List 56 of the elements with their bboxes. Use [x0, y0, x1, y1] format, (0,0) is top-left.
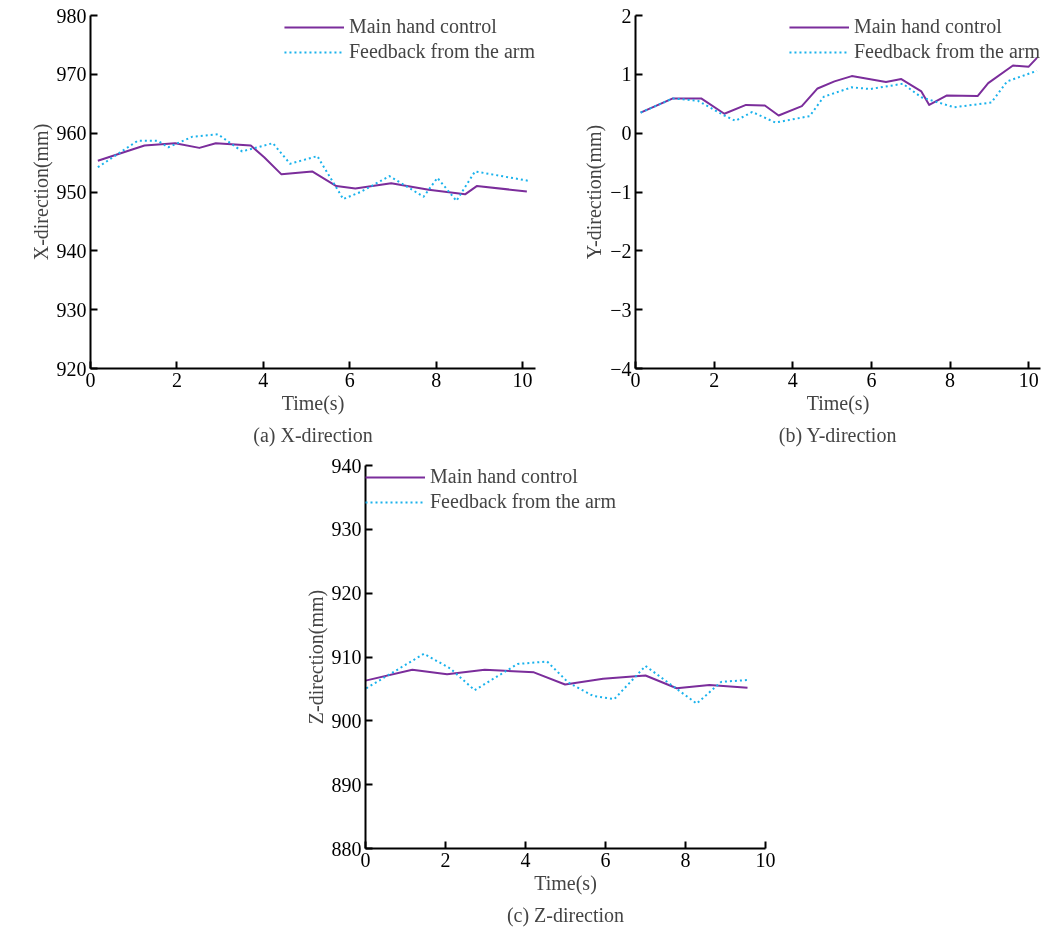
- y-axis-title: Y-direction(mm): [583, 124, 607, 260]
- text: (b) Y-direction: [778, 423, 897, 447]
- x-tick-label: 8: [431, 368, 442, 391]
- text: (a) X-direction: [253, 423, 373, 447]
- y-tick-label: −3: [610, 298, 632, 321]
- legend-label: Feedback from the arm: [853, 40, 1040, 63]
- y-tick-label: 950: [56, 181, 87, 203]
- y-axis-title: X-direction(mm): [29, 123, 53, 261]
- x-tick-label: 10: [755, 848, 776, 871]
- legend-label: Main hand control: [430, 465, 578, 488]
- y-tick-label: 920: [331, 582, 362, 605]
- y-tick-label: 980: [56, 4, 87, 27]
- x-tick-label: 8: [680, 848, 691, 871]
- x-tick-label: 6: [344, 368, 355, 391]
- legend-label: Main hand control: [853, 15, 1002, 38]
- y-tick-label: 920: [56, 357, 87, 380]
- x-axis-title: Time(s): [806, 391, 870, 415]
- y-tick-label: 890: [331, 773, 362, 796]
- y-tick-label: −1: [610, 181, 632, 203]
- y-tick-label: 940: [331, 454, 362, 477]
- y-tick-label: 910: [331, 646, 362, 668]
- x-tick-label: 2: [709, 368, 720, 391]
- x-axis-title: Time(s): [534, 871, 597, 895]
- x-tick-label: 2: [171, 368, 182, 391]
- line-series: [639, 56, 1038, 117]
- line-series: [365, 652, 749, 705]
- line-series: [96, 142, 528, 196]
- legend-label: Feedback from the arm: [348, 40, 535, 63]
- y-tick-label: 960: [56, 122, 87, 145]
- legend-label: Main hand control: [348, 15, 497, 38]
- text: (c) Z-direction: [506, 903, 625, 927]
- x-tick-label: 10: [1018, 368, 1039, 391]
- y-tick-label: 940: [56, 239, 87, 262]
- legend-label: Feedback from the arm: [430, 490, 617, 513]
- x-tick-label: 6: [600, 848, 611, 871]
- y-tick-label: 2: [621, 4, 632, 27]
- x-axis-title: Time(s): [281, 391, 345, 415]
- x-tick-label: 4: [520, 848, 531, 871]
- y-axis-title: Z-direction(mm): [304, 589, 328, 725]
- x-tick-label: 4: [787, 368, 798, 391]
- x-tick-label: 8: [945, 368, 956, 391]
- y-tick-label: 930: [331, 518, 362, 541]
- x-tick-label: 10: [512, 368, 533, 391]
- y-tick-label: −2: [610, 239, 632, 262]
- y-tick-label: 930: [56, 298, 87, 321]
- y-tick-label: 0: [621, 122, 632, 145]
- x-tick-label: 2: [440, 848, 451, 871]
- line-series: [365, 668, 749, 690]
- line-series: [96, 133, 530, 202]
- x-tick-label: 4: [258, 368, 269, 391]
- y-tick-label: 880: [331, 837, 362, 860]
- y-tick-label: 1: [621, 63, 632, 86]
- y-tick-label: 900: [331, 709, 362, 732]
- y-tick-label: −4: [610, 357, 632, 380]
- y-tick-label: 970: [56, 63, 87, 86]
- x-tick-label: 6: [866, 368, 877, 391]
